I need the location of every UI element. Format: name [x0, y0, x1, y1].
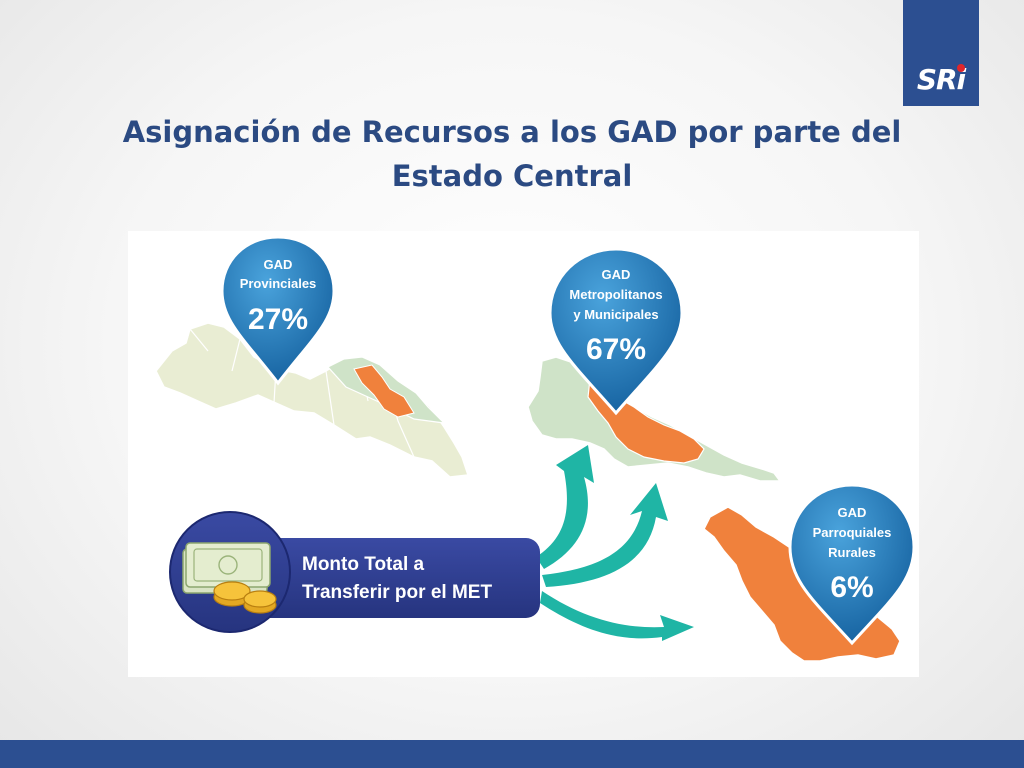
pin-parroquiales: GAD Parroquiales Rurales 6% [788, 483, 916, 646]
provincial-map-icon [155, 322, 470, 478]
title-line-2: Estado Central [391, 159, 633, 193]
sri-logo: SRi [903, 0, 979, 106]
pin-1-percent: 27% [248, 303, 308, 336]
pin-2-percent: 67% [586, 333, 646, 366]
source-line-2: Transferir por el MET [302, 582, 492, 603]
pin-1-label-2: Provinciales [240, 276, 317, 291]
money-icon [182, 542, 277, 614]
allocation-diagram: Monto Total a Transferir por el MET GAD … [128, 231, 919, 677]
allocation-diagram-svg: Monto Total a Transferir por el MET GAD … [155, 235, 916, 662]
pin-1-label-1: GAD [264, 257, 293, 272]
slide-title: Asignación de Recursos a los GAD por par… [100, 110, 924, 198]
pin-municipales: GAD Metropolitanos y Municipales 67% [548, 247, 684, 416]
footer-bar [0, 740, 1024, 768]
arrow-to-municipal-icon [542, 483, 668, 587]
arrow-to-provincial-icon [536, 445, 594, 569]
logo-dot-icon [957, 64, 965, 72]
pin-2-label-2: Metropolitanos [569, 287, 662, 302]
source-panel: Monto Total a Transferir por el MET [169, 511, 540, 633]
pin-3-label-2: Parroquiales [813, 525, 892, 540]
pin-3-label-1: GAD [838, 505, 867, 520]
title-line-1: Asignación de Recursos a los GAD por par… [122, 115, 902, 149]
pin-2-label-3: y Municipales [573, 307, 658, 322]
sri-logo-text: SRi [916, 63, 966, 96]
pin-provinciales: GAD Provinciales 27% [220, 235, 336, 386]
source-line-1: Monto Total a [302, 554, 425, 575]
flow-arrows [536, 445, 694, 641]
pin-3-label-3: Rurales [828, 545, 876, 560]
pin-2-label-1: GAD [602, 267, 631, 282]
arrow-to-rural-icon [540, 591, 694, 641]
pin-3-percent: 6% [830, 571, 873, 604]
